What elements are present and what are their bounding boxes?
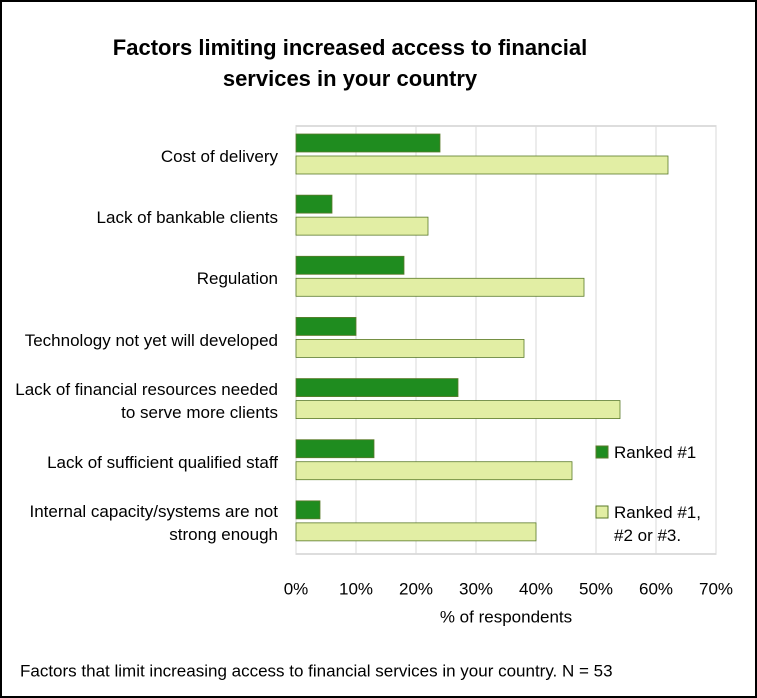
x-tick-label: 60%	[639, 579, 673, 598]
bar	[295, 461, 573, 481]
chart-title: Factors limiting increased access to fin…	[112, 35, 588, 91]
y-tick-label: Lack of financial resources needed to se…	[15, 380, 278, 423]
y-tick-label: Regulation	[196, 269, 278, 289]
legend-label: Ranked #1, #2 or #3.	[614, 503, 701, 545]
y-tick-label: Lack of sufficient qualified staff	[47, 452, 278, 472]
footnote: Factors that limit increasing access to …	[20, 661, 613, 680]
bar	[295, 378, 459, 397]
x-tick-label: 20%	[399, 579, 433, 598]
x-tick-label: 50%	[579, 579, 613, 598]
bar	[295, 133, 441, 153]
x-tick-label: 10%	[339, 579, 373, 598]
x-tick-label: 30%	[459, 579, 493, 598]
bar	[295, 439, 375, 459]
legend-label: Ranked #1	[614, 443, 697, 462]
x-tick-label: 0%	[284, 579, 309, 598]
y-tick-label: Technology not yet will developed	[24, 330, 278, 350]
y-tick-label: Internal capacity/systems are not strong…	[29, 502, 278, 545]
y-tick-label: Lack of bankable clients	[96, 208, 278, 228]
bar	[295, 522, 537, 542]
bar	[295, 255, 405, 275]
x-axis-label: % of respondents	[440, 607, 572, 626]
bar	[295, 317, 357, 336]
y-tick-label: Cost of delivery	[160, 147, 278, 167]
bar	[295, 155, 669, 175]
bar	[295, 277, 585, 297]
x-tick-label: 40%	[519, 579, 553, 598]
legend-swatch	[595, 505, 609, 519]
legend-swatch	[595, 445, 609, 459]
bar	[295, 216, 429, 236]
x-tick-label: 70%	[699, 579, 733, 598]
bar	[295, 500, 321, 520]
bar	[295, 400, 621, 419]
bar	[295, 339, 525, 358]
bar	[295, 194, 333, 214]
